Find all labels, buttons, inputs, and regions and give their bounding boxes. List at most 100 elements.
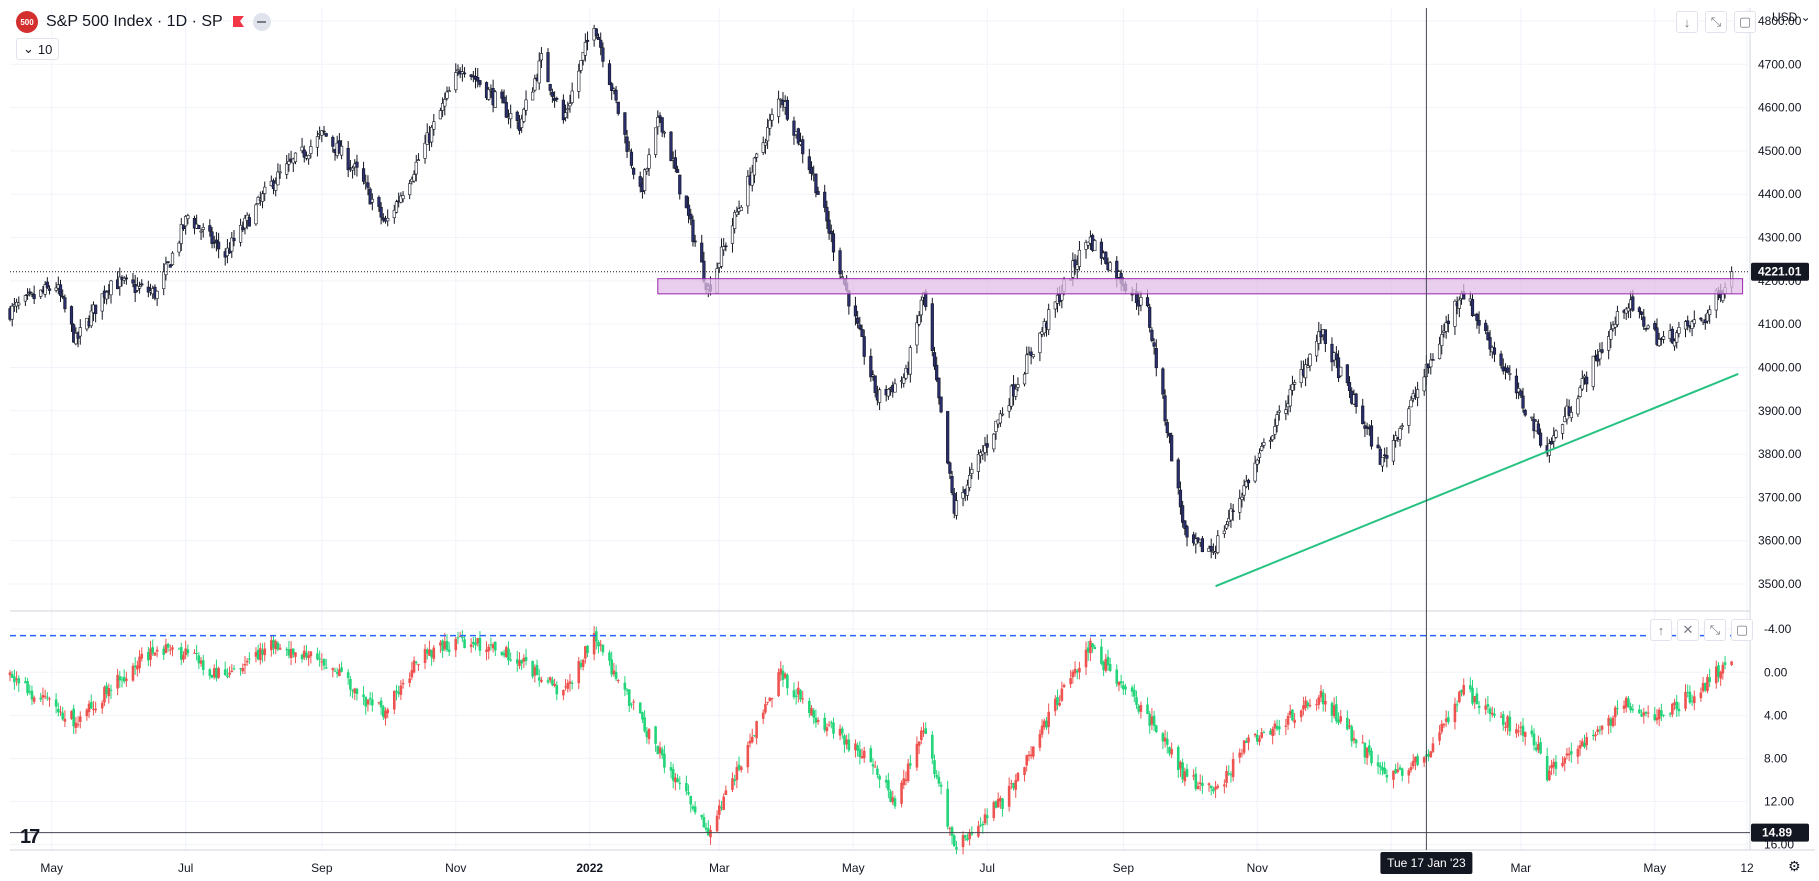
indicator-candle-body	[1501, 714, 1505, 726]
price-candle-body	[302, 149, 306, 158]
indicator-candle-body	[1025, 755, 1029, 766]
indicator-candle-body	[138, 656, 141, 669]
price-candle-body	[719, 246, 724, 267]
price-candle-body	[691, 219, 695, 242]
indicator-candle-body	[1192, 775, 1195, 777]
indicator-candle-body	[59, 711, 62, 713]
indicator-candle-body	[193, 652, 196, 654]
indicator-candle-body	[720, 807, 723, 809]
price-candle-body	[735, 211, 739, 216]
price-candle-body	[43, 284, 47, 295]
indicator-candle-body	[1367, 745, 1371, 753]
indicator-candle-body	[616, 680, 620, 682]
tradingview-logo-icon[interactable]: 17	[20, 826, 40, 848]
indicator-candle-body	[537, 677, 541, 681]
indicator-candle-body	[169, 649, 172, 651]
price-candle-body	[623, 112, 627, 135]
price-candle-body	[917, 315, 921, 325]
indicator-candle-body	[1416, 756, 1419, 765]
indicator-candle-body	[382, 706, 385, 717]
indicator-axis-label: 0.00	[1764, 665, 1788, 679]
indicator-candle-body	[562, 690, 565, 696]
indicator-candle-body	[1673, 702, 1676, 705]
indicator-candle-body	[272, 639, 275, 649]
indicator-candle-body	[902, 778, 906, 786]
price-candle-body	[478, 80, 482, 85]
indicator-axis-label: 4.00	[1764, 708, 1788, 722]
indicator-candle-body	[689, 795, 693, 805]
indicator-candle-body	[915, 743, 919, 768]
indicator-candle-body	[1324, 700, 1327, 705]
indicator-candle-body	[208, 669, 212, 676]
price-candle-body	[768, 119, 772, 129]
indicator-candle-body	[377, 702, 381, 704]
indicator-candle-body	[878, 775, 881, 780]
price-candle-body	[531, 91, 535, 101]
indicator-candle-body	[1471, 687, 1474, 704]
price-candle-body	[533, 78, 537, 91]
price-candle-body	[164, 263, 168, 276]
price-candle-body	[241, 226, 245, 231]
indicator-candle-body	[1069, 678, 1072, 685]
collapse-icon[interactable]: ⤡	[1704, 619, 1726, 641]
price-candle-body	[1104, 251, 1108, 264]
indicator-candle-body	[983, 814, 987, 824]
price-candle-body	[976, 454, 981, 472]
price-candle-body	[1675, 332, 1679, 343]
indicator-candle-body	[678, 782, 682, 784]
currency-selector[interactable]: USD ⌄	[1772, 10, 1811, 24]
indicator-candle-body	[840, 728, 844, 734]
indicator-candle-body	[1196, 785, 1200, 790]
indicator-candle-body	[1561, 762, 1564, 767]
indicator-candle-body	[1335, 704, 1338, 721]
hide-icon[interactable]	[252, 13, 271, 31]
indicator-candle-body	[417, 664, 420, 666]
arrow-down-icon[interactable]: ↓	[1676, 11, 1698, 33]
price-candle-body	[1639, 311, 1644, 315]
indicator-candle-body	[599, 644, 603, 646]
indicator-candle-body	[463, 639, 466, 649]
volume-toggle[interactable]: ⌄ 10	[16, 38, 60, 60]
indicator-candle-body	[1308, 704, 1312, 707]
indicator-candle-body	[810, 708, 813, 716]
close-icon[interactable]: ✕	[1677, 619, 1699, 641]
time-axis-label: Nov	[445, 861, 466, 875]
indicator-candle-body	[1286, 715, 1290, 725]
maximize-icon[interactable]: ▢	[1734, 11, 1756, 33]
price-candle-body	[487, 89, 491, 100]
indicator-candle-body	[812, 710, 816, 718]
arrow-up-icon[interactable]: ↑	[1650, 619, 1672, 641]
price-candle-body	[210, 231, 214, 244]
indicator-candle-body	[1688, 691, 1692, 703]
indicator-candle-body	[1161, 733, 1165, 742]
indicator-candle-body	[739, 766, 743, 771]
symbol-title[interactable]: S&P 500 Index · 1D · SP	[46, 13, 223, 30]
price-candle-body	[1244, 480, 1248, 487]
indicator-candle-body	[120, 679, 124, 681]
indicator-candle-body	[838, 728, 842, 736]
price-candle-body	[779, 99, 783, 101]
price-candle-body	[816, 191, 820, 195]
indicator-candle-body	[366, 699, 370, 705]
indicator-candle-body	[1567, 753, 1571, 756]
flag-icon[interactable]	[231, 15, 245, 29]
indicator-candle-body	[856, 745, 859, 751]
crosshair-time-label: Tue 17 Jan '23	[1387, 856, 1466, 870]
indicator-candle-body	[1060, 688, 1064, 701]
maximize-icon[interactable]: ▢	[1731, 619, 1753, 641]
indicator-candle-body	[779, 668, 783, 675]
indicator-candle-body	[1534, 747, 1538, 751]
collapse-icon[interactable]: ⤡	[1705, 11, 1727, 33]
indicator-candle-body	[1370, 750, 1373, 764]
price-candle-body	[515, 111, 519, 121]
indicator-candle-body	[1409, 767, 1413, 771]
last-value-label: 14.89	[1762, 826, 1792, 840]
price-candle-body	[1165, 422, 1169, 434]
price-candle-body	[577, 70, 581, 92]
price-candle-body	[166, 261, 170, 263]
price-candle-body	[1692, 319, 1696, 324]
indicator-candle-body	[318, 658, 321, 660]
gear-icon[interactable]: ⚙	[1788, 858, 1801, 874]
price-candle-body	[689, 213, 693, 220]
